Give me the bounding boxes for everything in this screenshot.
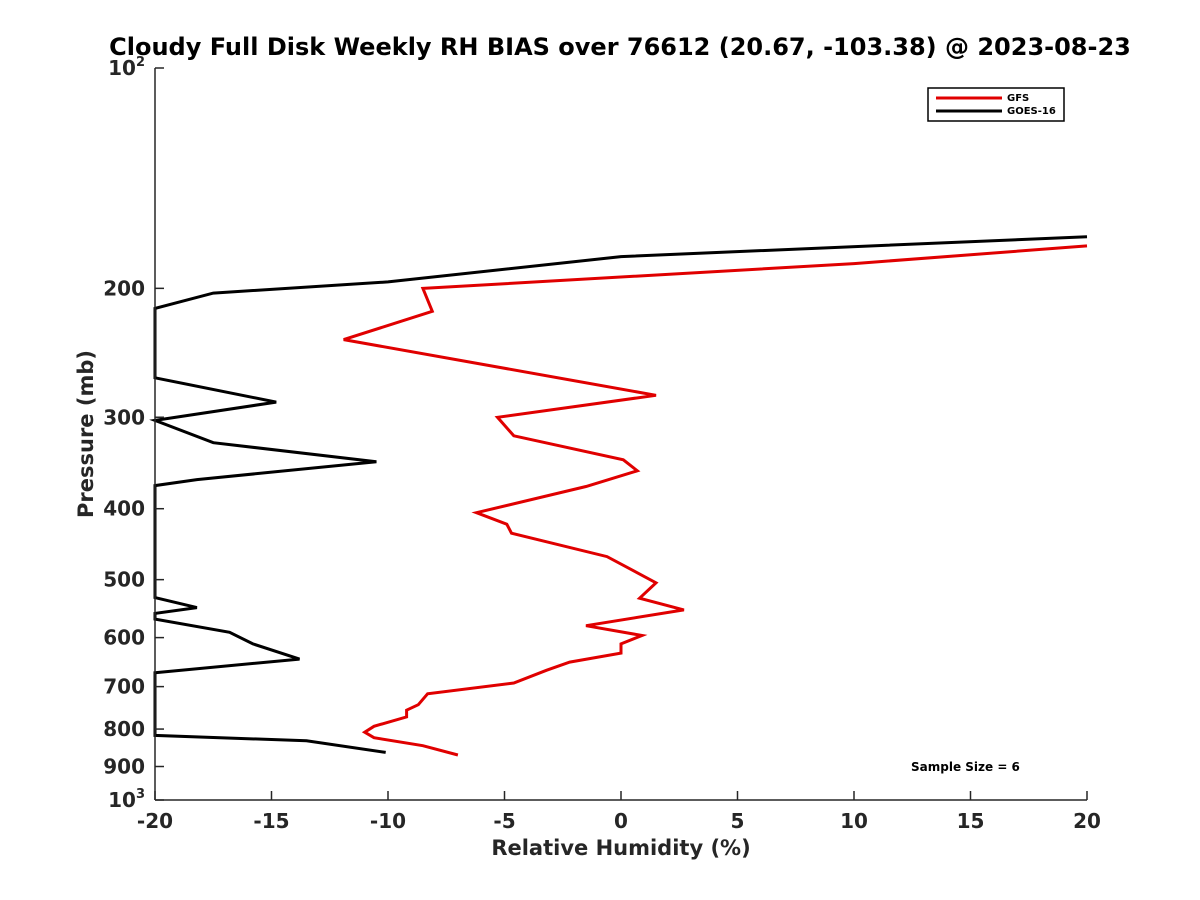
y-tick-label: 800: [103, 717, 145, 741]
legend-label-goes16: GOES-16: [1007, 106, 1056, 117]
y-tick-label: 300: [103, 405, 145, 429]
y-axis-label: Pressure (mb): [74, 350, 98, 518]
x-tick-label: 5: [731, 809, 745, 833]
sample-size-annotation: Sample Size = 6: [911, 760, 1020, 774]
legend-label-gfs: GFS: [1007, 93, 1029, 104]
series-line-goes16: [149, 235, 1088, 754]
y-tick-exponent: 2: [136, 55, 145, 70]
y-tick-label: 500: [103, 568, 145, 592]
y-tick-label: 400: [103, 497, 145, 521]
legend: GFS GOES-16: [927, 87, 1065, 122]
y-tick-exponent: 3: [136, 787, 145, 802]
x-tick-label: 20: [1073, 809, 1101, 833]
chart-title: Cloudy Full Disk Weekly RH BIAS over 766…: [109, 33, 1131, 61]
x-tick-label: -15: [253, 809, 289, 833]
x-tick-label: 0: [614, 809, 628, 833]
series-layer: [149, 235, 1088, 757]
series-line-gfs: [343, 244, 1088, 757]
y-tick-label: 700: [103, 675, 145, 699]
x-tick-label: -5: [493, 809, 515, 833]
y-tick-label: 600: [103, 626, 145, 650]
legend-box: [927, 87, 1065, 122]
y-tick-label: 102: [108, 55, 145, 80]
x-ticks: -20 -15 -10 -5 0 5 10 15 20: [137, 791, 1101, 833]
y-tick-label: 200: [103, 276, 145, 300]
x-tick-label: 10: [840, 809, 868, 833]
y-tick-label: 900: [103, 755, 145, 779]
x-tick-label: 15: [957, 809, 985, 833]
x-tick-label: -20: [137, 809, 173, 833]
x-axis-label: Relative Humidity (%): [491, 836, 750, 860]
x-tick-label: -10: [370, 809, 406, 833]
